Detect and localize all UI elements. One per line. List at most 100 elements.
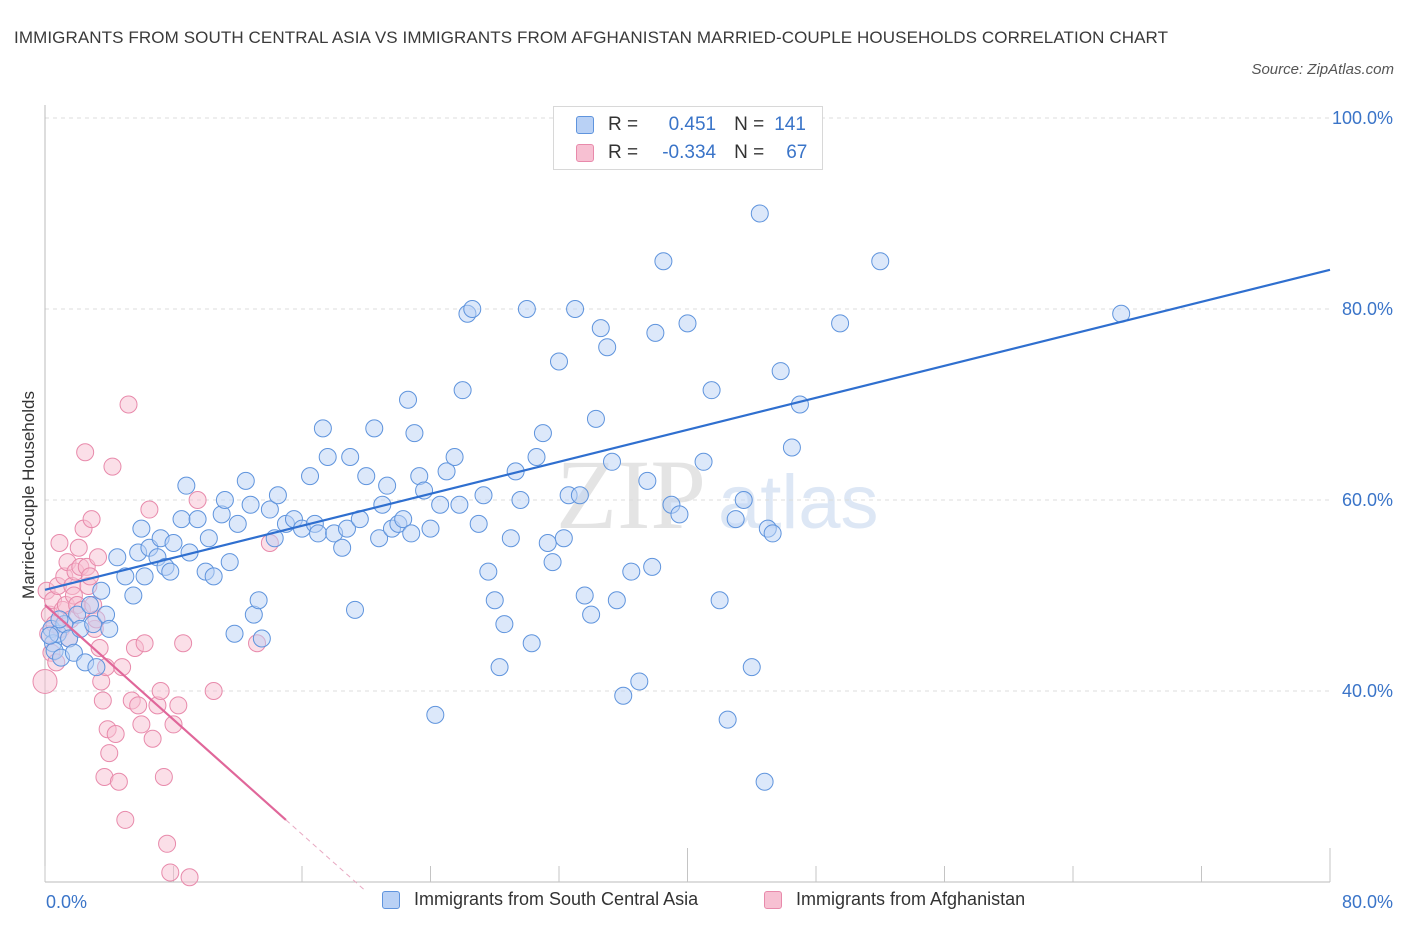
tick-labels: 40.0% 60.0% 80.0% 100.0% 0.0% 80.0% — [46, 108, 1393, 912]
trend-lines — [44, 268, 1331, 892]
south-central-asia-point — [341, 448, 360, 467]
south-central-asia-point — [40, 626, 59, 645]
axes — [44, 105, 1331, 883]
south-central-asia-point — [726, 510, 745, 529]
south-central-asia-point — [538, 533, 557, 552]
south-central-asia-point — [517, 300, 536, 318]
south-central-asia-point — [603, 452, 622, 471]
south-central-asia-point — [554, 529, 573, 548]
afghanistan-point — [50, 533, 69, 552]
south-central-asia-point — [543, 553, 562, 572]
x-tick-label: 0.0% — [46, 892, 87, 912]
south-central-asia-point — [694, 452, 713, 471]
afghanistan-point — [143, 729, 162, 748]
south-central-asia-point — [750, 204, 769, 223]
south-central-asia-point — [474, 486, 493, 505]
south-central-asia-point — [215, 491, 234, 509]
legend-r-value: -0.334 — [662, 142, 717, 163]
south-central-asia-point — [445, 448, 464, 467]
afghanistan-point — [135, 634, 154, 653]
y-tick-label: 80.0% — [1342, 299, 1393, 319]
afghanistan-point — [164, 715, 183, 734]
south-central-asia-point — [469, 514, 488, 533]
south-central-asia-point — [87, 658, 106, 677]
south-central-asia-point — [527, 448, 546, 467]
afghanistan-point — [129, 696, 148, 715]
gridlines — [45, 117, 1330, 692]
south-central-asia-point — [370, 529, 389, 548]
south-central-asia-point — [533, 424, 552, 443]
series-legend-afghanistan[interactable]: Immigrants from Afghanistan — [764, 889, 1025, 910]
afghanistan-point — [100, 744, 119, 763]
afghanistan-point — [161, 863, 180, 882]
south-central-asia-point — [228, 514, 247, 533]
south-central-asia-point — [313, 419, 332, 438]
south-central-asia-point — [831, 314, 850, 333]
y-tick-label: 60.0% — [1342, 490, 1393, 510]
south-central-asia-point — [365, 419, 384, 438]
legend-n-label: N = — [734, 142, 765, 163]
south-central-asia-point — [638, 471, 657, 490]
legend-n-label: N = — [734, 114, 765, 135]
south-central-asia-point — [268, 486, 287, 505]
south-central-asia-point — [357, 467, 376, 486]
afghanistan-point — [132, 715, 151, 734]
afghanistan-point — [174, 634, 193, 653]
south-central-asia-point — [522, 634, 541, 653]
south-central-asia-point — [790, 395, 809, 414]
afghanistan-trend-extension — [285, 819, 367, 892]
series-name-afghanistan: Immigrants from Afghanistan — [796, 889, 1026, 909]
afghanistan-point — [140, 500, 159, 519]
south-central-asia-point — [249, 591, 268, 610]
south-central-asia-point — [598, 338, 617, 357]
afghanistan-point — [119, 395, 138, 414]
south-central-asia-point — [188, 510, 207, 529]
south-central-asia-point — [734, 491, 753, 509]
afghanistan-point — [32, 668, 58, 694]
afghanistan-point — [109, 772, 128, 791]
legend-r-label: R = — [608, 114, 639, 135]
south-central-asia-point — [309, 524, 328, 543]
south-central-asia-point — [646, 323, 665, 342]
watermark: ZIP atlas — [556, 439, 879, 550]
south-central-asia-point — [643, 557, 662, 576]
south-central-asia-point — [490, 658, 509, 677]
south-central-asia-point — [622, 562, 641, 581]
south-central-asia-point — [582, 605, 601, 624]
south-central-asia-point — [614, 686, 633, 705]
chart-title: IMMIGRANTS FROM SOUTH CENTRAL ASIA VS IM… — [14, 28, 1169, 47]
south-central-asia-point — [378, 476, 397, 495]
south-central-asia-point — [108, 548, 127, 567]
source-label: Source: ZipAtlas.com — [1251, 61, 1394, 78]
south-central-asia-point — [654, 252, 673, 271]
legend-n-value: 141 — [774, 114, 806, 135]
series-legend-south-central-asia[interactable]: Immigrants from South Central Asia — [382, 889, 698, 910]
afghanistan-point — [69, 538, 88, 557]
south-central-asia-point — [333, 538, 352, 557]
south-central-asia-point — [421, 519, 440, 538]
south-central-asia-point — [135, 567, 154, 586]
south-central-asia-point — [426, 705, 445, 724]
south-central-asia-point — [591, 319, 610, 338]
series-swatch-pink — [764, 890, 782, 909]
series-legend: Immigrants from South Central Asia Immig… — [0, 889, 1406, 915]
south-central-asia-point — [431, 495, 450, 514]
south-central-asia-point — [550, 352, 568, 371]
afghanistan-trend-line — [44, 604, 287, 821]
south-central-asia-point — [402, 524, 421, 543]
south-central-asia-point — [116, 567, 135, 586]
afghanistan-points — [32, 395, 279, 887]
south-central-asia-point — [678, 314, 697, 333]
south-central-asia-point — [399, 390, 418, 409]
legend-row-south-central-asia: R = 0.451 N = 141 — [576, 113, 806, 137]
south-central-asia-point — [164, 533, 183, 552]
south-central-asia-point — [718, 710, 737, 729]
x-tick-label: 80.0% — [1342, 892, 1393, 912]
south-central-asia-point — [161, 562, 180, 581]
legend-swatch-blue — [576, 116, 594, 134]
south-central-asia-point — [566, 300, 585, 318]
afghanistan-point — [158, 834, 177, 853]
correlation-legend: R = 0.451 N = 141 R = -0.334 N = 67 — [553, 106, 823, 170]
south-central-asia-point — [241, 495, 260, 514]
